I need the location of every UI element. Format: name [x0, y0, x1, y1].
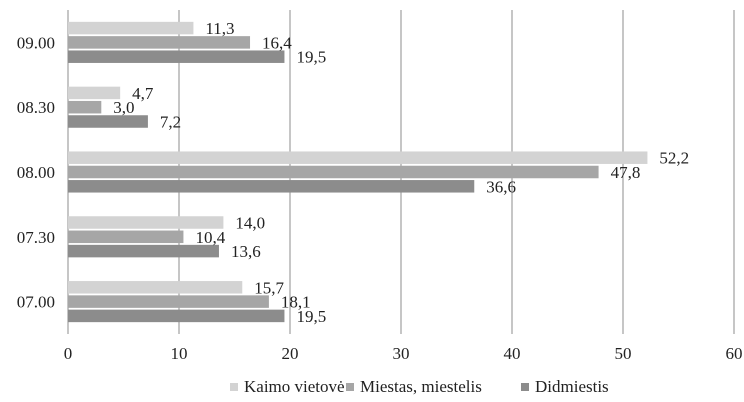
- legend-label: Didmiestis: [535, 377, 609, 396]
- data-label: 7,2: [160, 113, 181, 132]
- data-label: 10,4: [195, 228, 225, 247]
- data-label: 11,3: [205, 19, 234, 38]
- data-label: 16,4: [262, 33, 292, 52]
- legend-label: Miestas, miestelis: [360, 377, 482, 396]
- bar: [68, 216, 224, 229]
- legend-swatch: [346, 383, 354, 391]
- bar: [68, 115, 148, 128]
- data-label: 4,7: [132, 84, 154, 103]
- bar-series: [68, 21, 648, 323]
- data-label: 47,8: [611, 163, 641, 182]
- x-tick-label: 60: [726, 344, 743, 363]
- bar: [68, 295, 269, 308]
- bar: [68, 244, 219, 258]
- bar: [68, 165, 599, 179]
- x-tick-label: 50: [615, 344, 632, 363]
- bar: [68, 180, 475, 193]
- data-label: 15,7: [254, 278, 284, 297]
- category-label: 09.00: [17, 33, 55, 52]
- data-label: 14,0: [235, 214, 265, 233]
- x-axis-ticks: 0 10 20 30 40 50 60: [64, 344, 743, 363]
- legend: Kaimo vietovė Miestas, miestelis Didmiesti…: [230, 377, 609, 396]
- x-tick-label: 30: [393, 344, 410, 363]
- x-tick-label: 10: [171, 344, 188, 363]
- category-label: 08.00: [17, 163, 55, 182]
- bar: [68, 230, 184, 244]
- bar: [68, 281, 243, 294]
- data-label: 36,6: [486, 177, 516, 196]
- legend-swatch: [230, 383, 238, 391]
- data-label: 19,5: [296, 307, 326, 326]
- x-tick-label: 0: [64, 344, 73, 363]
- x-tick-label: 40: [504, 344, 521, 363]
- data-label: 18,1: [281, 293, 311, 312]
- data-label: 19,5: [296, 48, 326, 67]
- bar: [68, 50, 285, 63]
- bar: [68, 151, 648, 164]
- category-label: 07.00: [17, 293, 55, 312]
- category-labels: 09.00 08.30 08.00 07.30 07.00: [17, 33, 55, 311]
- data-label: 13,6: [231, 242, 261, 261]
- data-labels: 11,316,419,54,73,07,252,247,836,614,010,…: [113, 19, 689, 326]
- x-tick-label: 20: [282, 344, 299, 363]
- category-label: 07.30: [17, 228, 55, 247]
- legend-swatch: [521, 383, 529, 391]
- data-label: 3,0: [113, 98, 134, 117]
- bar: [68, 309, 285, 323]
- bar: [68, 36, 251, 49]
- category-label: 08.30: [17, 98, 55, 117]
- data-label: 52,2: [659, 149, 689, 168]
- bar: [68, 21, 194, 35]
- bar: [68, 100, 102, 114]
- bar: [68, 86, 121, 100]
- legend-label: Kaimo vietovė: [244, 377, 345, 396]
